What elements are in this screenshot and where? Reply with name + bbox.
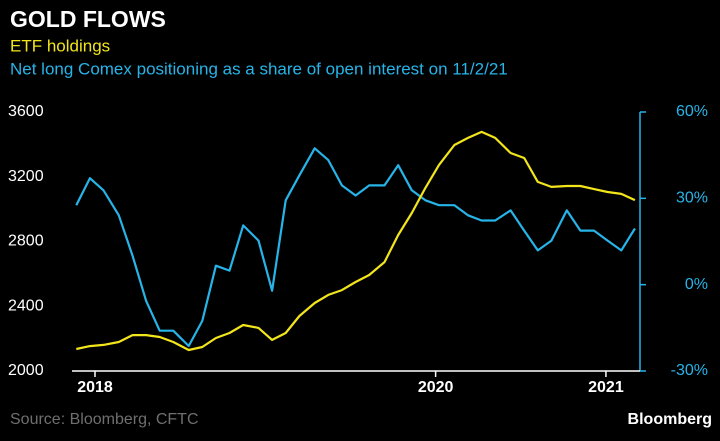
chart-title: GOLD FLOWS: [10, 6, 166, 32]
x-tick-label: 2020: [418, 379, 454, 396]
y-tick-label: 2000: [8, 362, 44, 379]
series-line: [75, 147, 636, 348]
y-tick-label: 3600: [8, 103, 44, 120]
legend-entry: Net long Comex positioning as a share of…: [10, 59, 508, 78]
brand: Bloomberg: [628, 411, 712, 428]
source-note: Source: Bloomberg, CFTC: [10, 411, 199, 428]
legend-entry: ETF holdings: [10, 36, 110, 55]
y2-tick-label: 0%: [685, 276, 708, 293]
series-line: [76, 130, 636, 352]
x-tick-label: 2021: [588, 379, 624, 396]
y2-tick-label: 60%: [676, 103, 708, 120]
x-tick-label: 2018: [77, 379, 113, 396]
y-tick-label: 3200: [8, 168, 44, 185]
y-tick-label: 2800: [8, 233, 44, 250]
y-tick-label: 2400: [8, 297, 44, 314]
y2-tick-label: -30%: [671, 362, 708, 379]
y2-tick-label: 30%: [676, 190, 708, 207]
